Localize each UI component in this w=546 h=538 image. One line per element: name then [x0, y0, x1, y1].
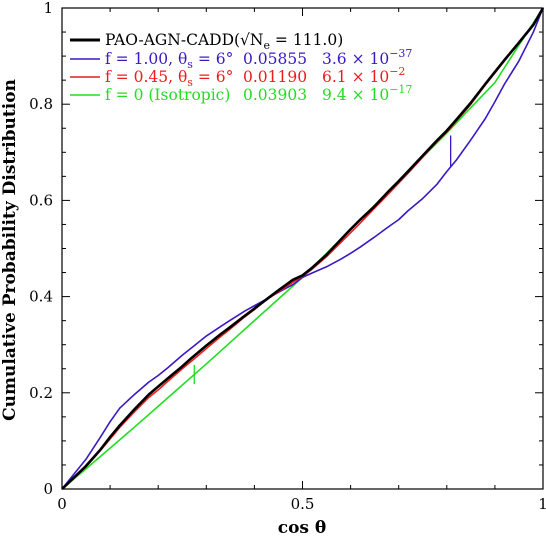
legend-probability: 9.4 × 10−17 [322, 83, 412, 104]
legend-probability: 6.1 × 10−2 [322, 65, 405, 86]
axis-ticks: 0 0.5 1 0 0.2 0.4 0.6 0.8 1 [29, 0, 546, 513]
y-tick-label: 0.6 [29, 191, 53, 209]
legend-label: f = 0 (Isotropic) [105, 86, 230, 104]
legend-ks-distance: 0.05855 [243, 50, 307, 68]
y-tick-label: 0.8 [29, 95, 53, 113]
legend-probability: 3.6 × 10−37 [322, 47, 412, 68]
x-axis-label: cos θ [278, 518, 327, 538]
y-tick-label: 0.4 [29, 288, 53, 306]
series-line-0 [61, 7, 545, 490]
legend-label: f = 0.45, θs = 6° [105, 68, 233, 89]
annotations [193, 135, 452, 385]
x-tick-label: 0 [57, 495, 67, 513]
x-tick-label: 0.5 [291, 495, 315, 513]
y-tick-label: 0.2 [29, 384, 53, 402]
series-lines [61, 7, 545, 490]
y-tick-label: 1 [43, 0, 53, 17]
legend-ks-distance: 0.01190 [243, 68, 307, 86]
y-tick-label: 0 [43, 480, 53, 498]
series-line-1 [61, 7, 544, 490]
y-axis-label: Cumulative Probability Distribution [0, 79, 20, 421]
legend-ks-distance: 0.03903 [243, 86, 307, 104]
legend: PAO-AGN-CADD(√Ne = 111.0)f = 1.00, θs = … [70, 31, 412, 104]
legend-label: PAO-AGN-CADD(√Ne = 111.0) [105, 31, 343, 52]
legend-label: f = 1.00, θs = 6° [105, 50, 233, 71]
x-tick-label: 1 [538, 495, 546, 513]
